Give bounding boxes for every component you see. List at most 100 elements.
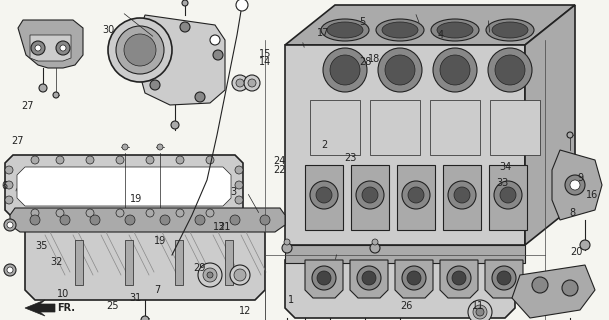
Circle shape (372, 239, 378, 245)
Bar (285, 245, 525, 263)
Text: 21: 21 (218, 222, 230, 232)
Text: 12: 12 (239, 306, 252, 316)
Circle shape (440, 55, 470, 85)
Text: 14: 14 (259, 57, 272, 68)
Circle shape (86, 209, 94, 217)
Circle shape (182, 0, 188, 6)
Circle shape (362, 187, 378, 203)
Circle shape (562, 280, 578, 296)
Polygon shape (17, 167, 231, 206)
Circle shape (330, 55, 360, 85)
Circle shape (476, 308, 484, 316)
Circle shape (213, 50, 223, 60)
Polygon shape (512, 265, 595, 318)
Circle shape (90, 215, 100, 225)
Circle shape (141, 316, 149, 320)
Text: 8: 8 (569, 208, 576, 218)
Circle shape (198, 263, 222, 287)
Circle shape (176, 209, 184, 217)
Circle shape (407, 271, 421, 285)
Circle shape (116, 26, 164, 74)
Bar (310, 100, 360, 155)
Circle shape (362, 271, 376, 285)
Bar (443, 165, 481, 230)
Bar (351, 165, 389, 230)
Circle shape (203, 268, 217, 282)
Polygon shape (285, 260, 515, 318)
Circle shape (60, 45, 66, 51)
Circle shape (408, 187, 424, 203)
Circle shape (356, 181, 384, 209)
Circle shape (317, 271, 331, 285)
Ellipse shape (382, 22, 418, 38)
Circle shape (452, 271, 466, 285)
Text: 11: 11 (472, 300, 484, 311)
Text: 19: 19 (154, 236, 166, 246)
Polygon shape (25, 220, 265, 300)
Text: FR.: FR. (57, 303, 75, 313)
Text: 7: 7 (154, 284, 160, 295)
Circle shape (206, 209, 214, 217)
Circle shape (150, 80, 160, 90)
Circle shape (31, 209, 39, 217)
Circle shape (402, 266, 426, 290)
Circle shape (7, 222, 13, 228)
Circle shape (124, 34, 156, 66)
Circle shape (236, 79, 244, 87)
Circle shape (316, 187, 332, 203)
Circle shape (7, 267, 13, 273)
Polygon shape (285, 5, 575, 45)
Circle shape (230, 265, 250, 285)
Circle shape (176, 156, 184, 164)
Circle shape (312, 266, 336, 290)
Bar (397, 165, 435, 230)
Circle shape (323, 48, 367, 92)
Circle shape (4, 219, 16, 231)
Circle shape (86, 156, 94, 164)
Circle shape (580, 240, 590, 250)
Text: 34: 34 (499, 162, 512, 172)
Circle shape (357, 266, 381, 290)
Circle shape (236, 0, 248, 11)
Text: 35: 35 (35, 241, 48, 251)
Text: 27: 27 (21, 100, 34, 111)
Circle shape (310, 181, 338, 209)
Polygon shape (10, 208, 285, 232)
Text: 30: 30 (102, 25, 114, 35)
Circle shape (468, 300, 492, 320)
Bar (225, 240, 233, 285)
Circle shape (157, 144, 163, 150)
Polygon shape (285, 45, 525, 245)
Circle shape (448, 181, 476, 209)
Circle shape (160, 215, 170, 225)
Bar (370, 100, 420, 155)
Text: 32: 32 (51, 257, 63, 267)
Circle shape (492, 266, 516, 290)
Circle shape (171, 121, 179, 129)
Polygon shape (30, 35, 71, 61)
Text: 10: 10 (57, 289, 69, 299)
Circle shape (494, 181, 522, 209)
Circle shape (53, 92, 59, 98)
Text: 33: 33 (496, 178, 509, 188)
Circle shape (206, 156, 214, 164)
Text: 29: 29 (194, 263, 206, 273)
Ellipse shape (431, 19, 479, 41)
Text: 5: 5 (359, 17, 365, 28)
Ellipse shape (437, 22, 473, 38)
Bar (305, 165, 343, 230)
Circle shape (207, 272, 213, 278)
Circle shape (447, 266, 471, 290)
Circle shape (454, 187, 470, 203)
Bar (489, 165, 527, 230)
Circle shape (122, 144, 128, 150)
Text: 9: 9 (577, 172, 583, 183)
Text: 16: 16 (586, 189, 598, 200)
Bar (125, 240, 133, 285)
Text: 23: 23 (344, 153, 356, 164)
Text: 17: 17 (317, 28, 329, 38)
Circle shape (4, 264, 16, 276)
Circle shape (248, 79, 256, 87)
Bar (430, 100, 480, 155)
Text: 27: 27 (11, 136, 24, 147)
